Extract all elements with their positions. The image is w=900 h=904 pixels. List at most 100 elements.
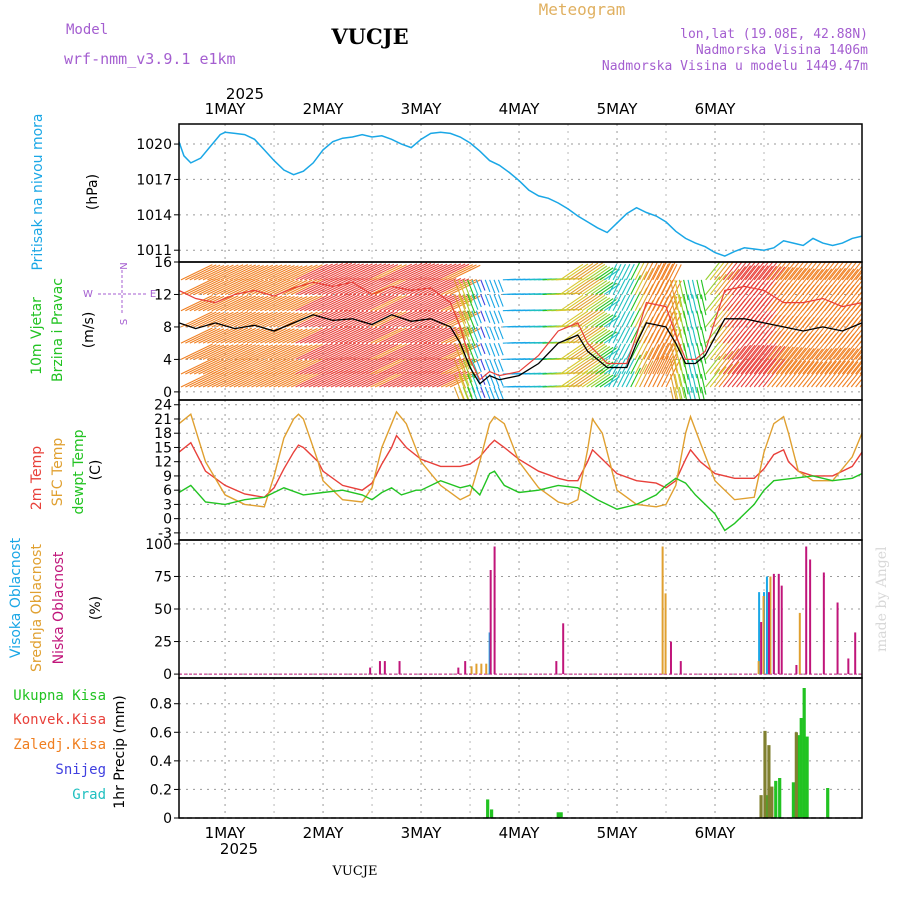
wind-arrow xyxy=(379,310,413,328)
wind-arrow xyxy=(625,278,635,295)
wind-arrow xyxy=(824,360,846,388)
wind-arrow xyxy=(286,264,318,281)
wind-arrow xyxy=(819,360,842,388)
wind-arrow xyxy=(423,310,457,328)
wind-arrow xyxy=(193,295,225,312)
wind-arrow xyxy=(621,343,631,360)
wind-arrow xyxy=(714,271,734,295)
wind-arrow xyxy=(784,347,807,375)
wind-arrow xyxy=(471,294,479,310)
wind-arrow xyxy=(370,311,403,328)
wind-mean-line xyxy=(178,314,863,385)
cloud-unit: (%) xyxy=(88,596,104,620)
wind-arrow xyxy=(308,293,344,312)
wind-arrow xyxy=(705,292,721,312)
wind-arrow xyxy=(691,386,696,400)
wind-arrow xyxy=(215,294,249,312)
wind-arrow xyxy=(758,358,782,388)
wind-arrow xyxy=(789,268,811,295)
wind-arrow xyxy=(484,310,491,323)
wind-arrow xyxy=(299,357,333,375)
wind-arrow xyxy=(193,359,225,375)
wind-arrow xyxy=(700,310,707,332)
wind-arrow xyxy=(855,378,862,388)
wind-arrow xyxy=(207,311,239,328)
y-tick-label: 9 xyxy=(163,469,172,485)
wind-arrow xyxy=(753,358,778,388)
wind-arrow xyxy=(290,264,323,281)
wind-arrow xyxy=(480,373,486,385)
wind-arrow xyxy=(189,295,221,312)
wind-arrow xyxy=(211,295,244,312)
wind-arrow xyxy=(202,279,234,295)
wind-arrow xyxy=(365,264,399,281)
wind-arrow xyxy=(313,262,349,281)
wind-arrow xyxy=(449,344,481,360)
wind-arrow xyxy=(229,358,260,375)
wind-arrow xyxy=(339,294,373,312)
wind-arrow xyxy=(264,372,295,388)
wind-arrow xyxy=(211,264,244,281)
wind-arrow xyxy=(700,359,707,381)
wind-arrow xyxy=(484,342,491,356)
wind-arrow xyxy=(568,293,594,312)
wind-arrow xyxy=(282,328,313,344)
wind-arrow xyxy=(405,294,439,312)
wind-arrow xyxy=(260,279,291,295)
wind-arrow xyxy=(493,342,500,357)
wind-arrow xyxy=(357,310,391,328)
wind-arrow xyxy=(335,357,369,375)
wind-arrow xyxy=(317,357,353,375)
wind-arrow xyxy=(489,386,496,400)
wind-arrow xyxy=(193,344,225,360)
wind-arrow xyxy=(700,279,707,301)
wind-arrow xyxy=(824,347,846,375)
wind-arrow xyxy=(718,348,740,375)
wind-arrow xyxy=(806,268,828,295)
wind-arrow xyxy=(290,295,323,312)
y-tick-label: 75 xyxy=(154,569,172,585)
temp2m-ylabel: 2m Temp xyxy=(29,446,45,510)
wind-arrow xyxy=(273,328,303,344)
wind-arrow xyxy=(343,294,378,312)
wind-arrow xyxy=(855,350,862,360)
wind-arrow xyxy=(691,310,698,330)
wind-arrow xyxy=(423,343,457,360)
wind-arrow xyxy=(595,346,614,360)
wind-arrow xyxy=(608,263,618,281)
wind-arrow xyxy=(396,293,432,312)
wind-arrow xyxy=(224,295,256,312)
wind-arrow xyxy=(317,293,353,312)
wind-arrow xyxy=(767,346,790,375)
wind-arrow xyxy=(700,373,707,395)
bottom-day-labels: 1MAY 2MAY 3MAY 4MAY 5MAY 6MAY xyxy=(205,824,737,842)
panel-clouds: 0 25 50 75 100 xyxy=(145,537,862,683)
wind-arrow xyxy=(696,359,702,379)
wind-arrow xyxy=(313,293,349,312)
wind-arrow xyxy=(683,343,689,364)
wind-arrow xyxy=(625,327,635,344)
wind-arrow xyxy=(771,359,794,388)
sfc-temp-line xyxy=(178,410,863,508)
wind-arrow xyxy=(339,310,373,328)
wind-arrow xyxy=(559,263,584,281)
wind-arrow xyxy=(683,386,688,400)
wind-arrow xyxy=(304,277,338,295)
wind-arrow xyxy=(352,342,387,360)
day-label-bottom: 5MAY xyxy=(597,824,639,842)
wind-arrow xyxy=(855,318,862,328)
wind-arrow xyxy=(207,264,239,281)
wind-arrow xyxy=(220,278,253,295)
wind-arrow xyxy=(480,386,486,398)
wind-arrow xyxy=(326,263,360,281)
wind-arrow xyxy=(625,371,635,388)
wind-arrow xyxy=(590,297,611,312)
wind-arrow xyxy=(669,343,678,374)
wind-arrow xyxy=(846,274,862,295)
wind-arrow xyxy=(202,264,234,281)
wind-arrow xyxy=(462,294,473,318)
wind-arrow xyxy=(793,262,809,281)
wind-arrow xyxy=(568,342,594,360)
wind-arrow xyxy=(290,311,323,328)
